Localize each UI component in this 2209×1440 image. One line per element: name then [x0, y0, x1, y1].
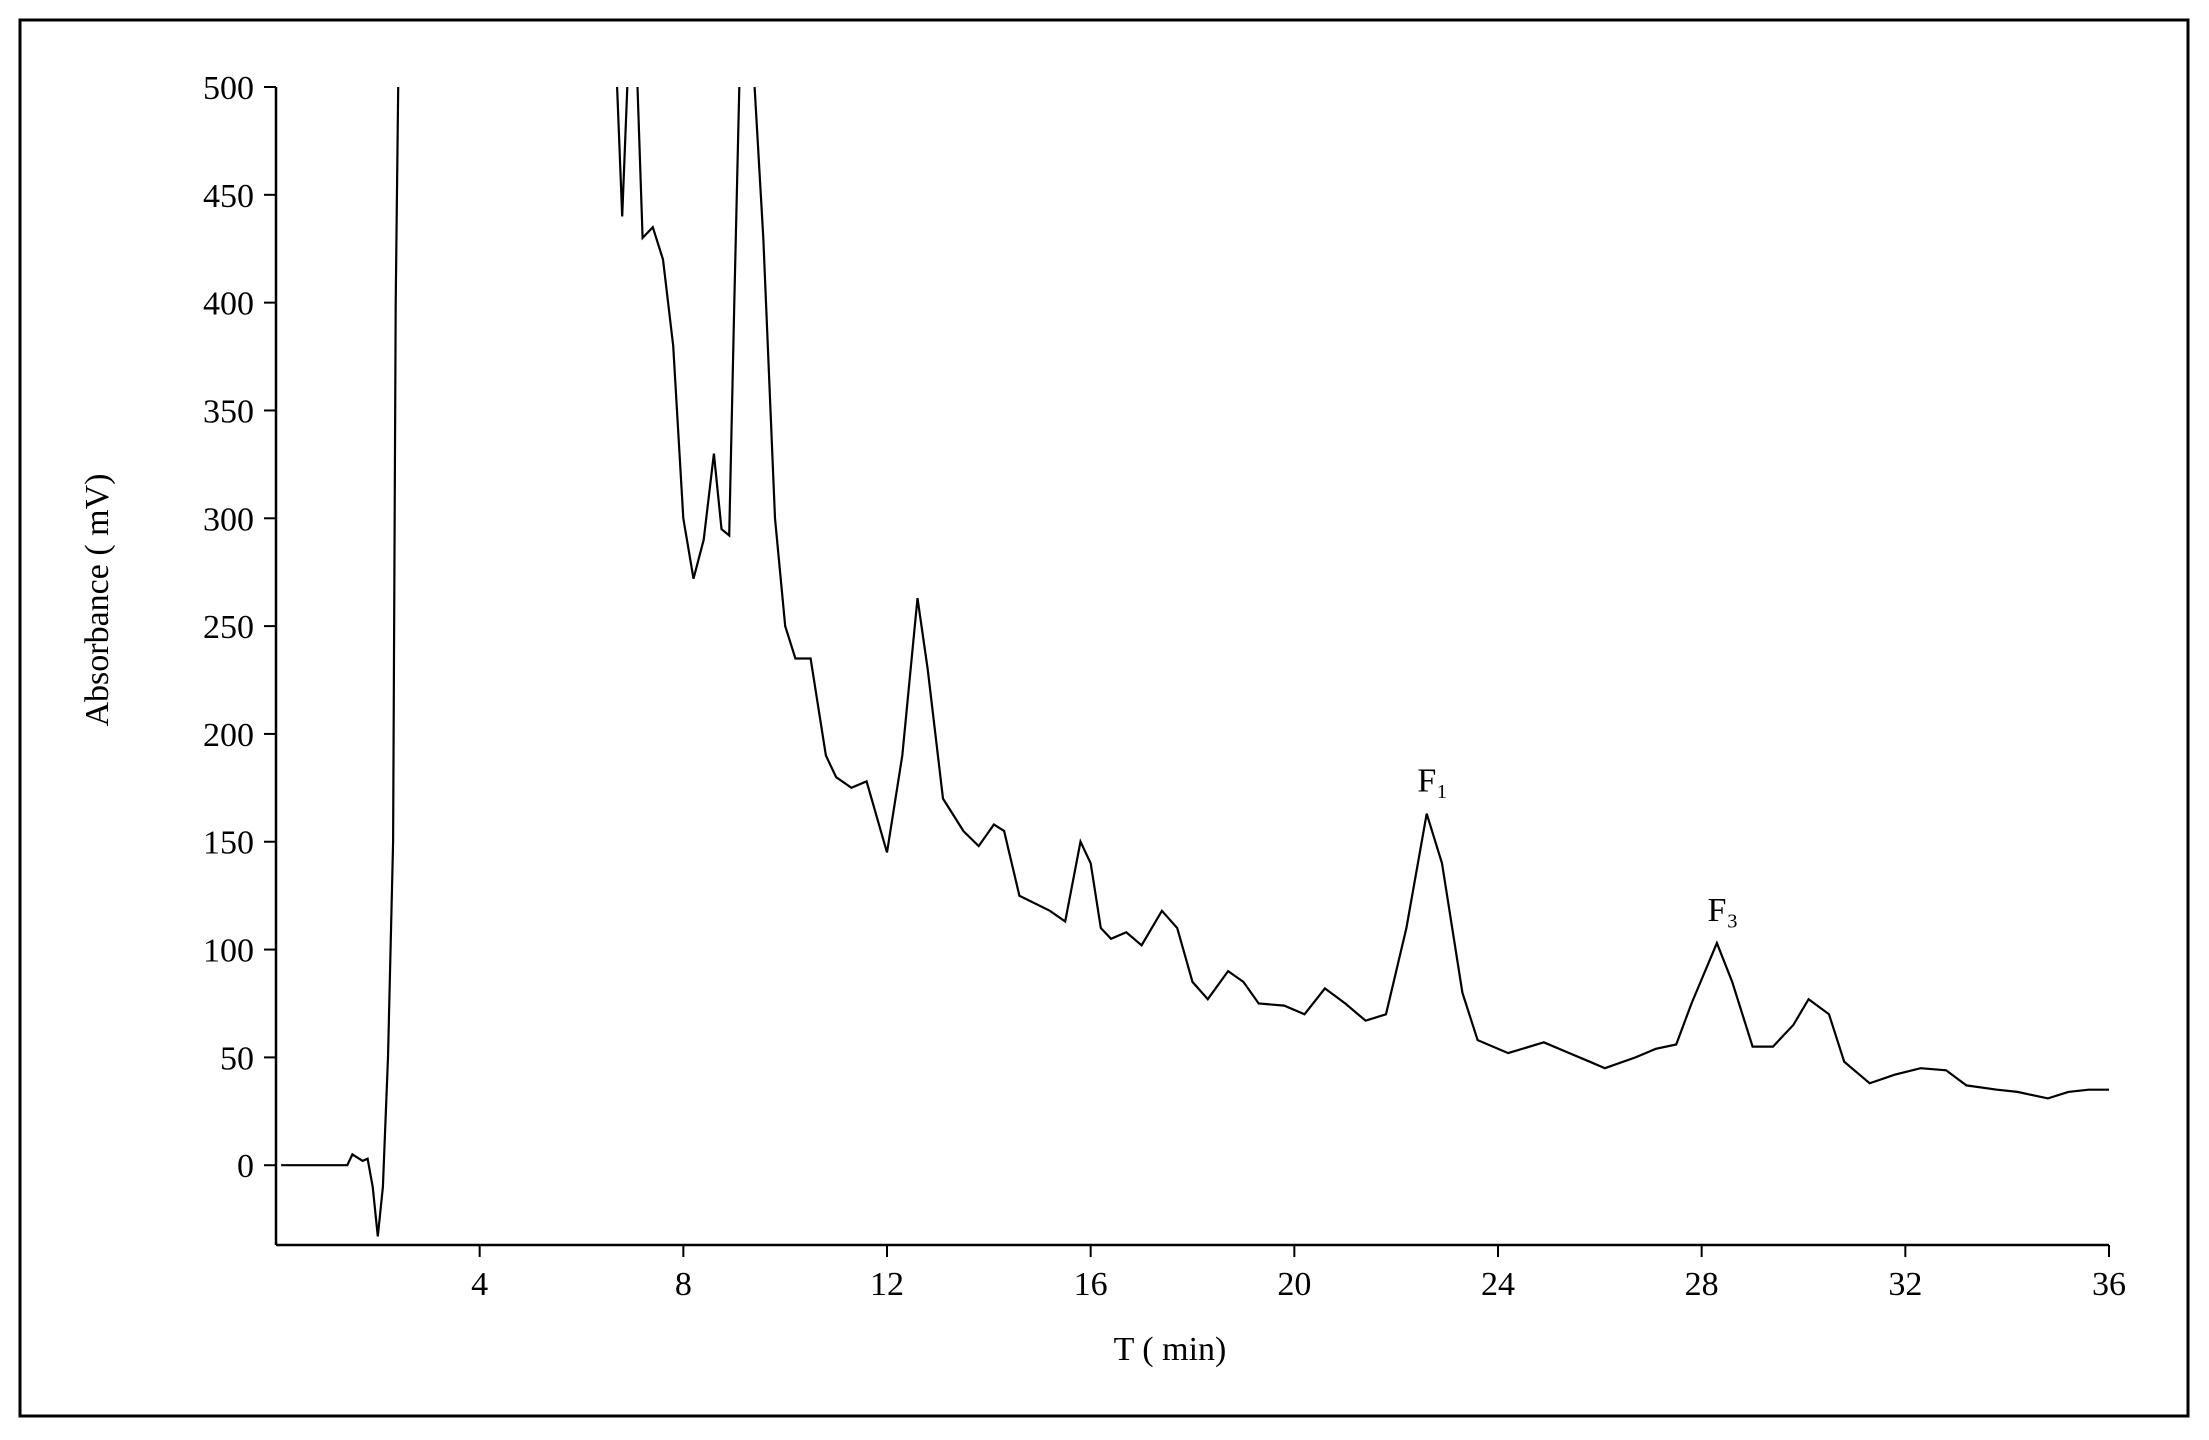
x-tick-label: 20	[1277, 1266, 1311, 1303]
trace	[281, 86, 2109, 1237]
y-tick-label: 200	[203, 717, 254, 754]
y-axis-label: Absorbance ( mV)	[79, 473, 116, 726]
y-tick-label: 450	[203, 178, 254, 215]
y-tick-label: 250	[203, 609, 254, 646]
x-tick-label: 12	[870, 1266, 904, 1303]
peak-annotation: F₁	[1417, 763, 1448, 800]
y-tick-label: 100	[203, 933, 254, 970]
y-tick-label: 50	[220, 1040, 254, 1077]
x-tick-label: 24	[1481, 1266, 1515, 1303]
y-tick-label: 0	[237, 1148, 254, 1185]
y-tick-label: 350	[203, 393, 254, 430]
x-tick-label: 28	[1685, 1266, 1719, 1303]
y-tick-label: 500	[203, 70, 254, 107]
y-tick-label: 300	[203, 501, 254, 538]
y-tick-label: 150	[203, 825, 254, 862]
y-tick-label: 400	[203, 286, 254, 323]
x-tick-label: 16	[1074, 1266, 1108, 1303]
x-tick-label: 32	[1888, 1266, 1922, 1303]
x-tick-label: 36	[2092, 1266, 2126, 1303]
frame	[18, 18, 2190, 1418]
x-tick-label: 8	[675, 1266, 692, 1303]
peak-annotation: F₃	[1708, 892, 1739, 929]
x-axis-label: T ( min)	[1114, 1331, 1227, 1368]
x-tick-label: 4	[471, 1266, 488, 1303]
